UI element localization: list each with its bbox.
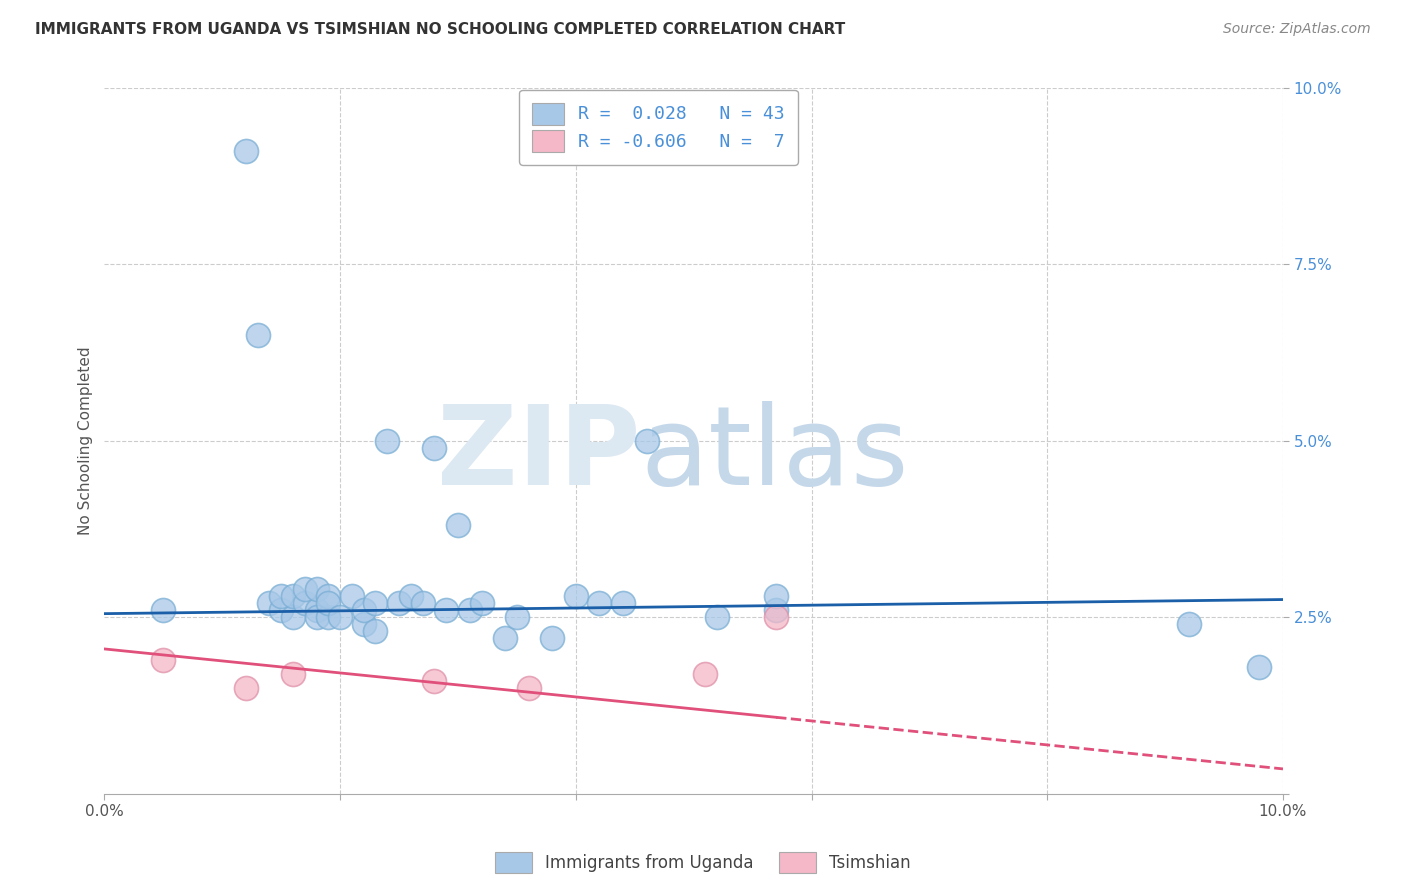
Point xyxy=(412,596,434,610)
Point xyxy=(305,603,328,617)
Text: Source: ZipAtlas.com: Source: ZipAtlas.com xyxy=(1223,22,1371,37)
Point xyxy=(423,441,446,455)
Point xyxy=(494,632,516,646)
Point xyxy=(388,596,411,610)
Point xyxy=(318,589,340,603)
Point xyxy=(364,596,387,610)
Point xyxy=(305,610,328,624)
Point xyxy=(281,666,304,681)
Point xyxy=(318,596,340,610)
Point xyxy=(434,603,457,617)
Point xyxy=(353,603,375,617)
Point xyxy=(270,603,292,617)
Text: ZIP: ZIP xyxy=(437,401,641,508)
Point xyxy=(636,434,658,448)
Point xyxy=(706,610,728,624)
Point xyxy=(447,518,470,533)
Text: IMMIGRANTS FROM UGANDA VS TSIMSHIAN NO SCHOOLING COMPLETED CORRELATION CHART: IMMIGRANTS FROM UGANDA VS TSIMSHIAN NO S… xyxy=(35,22,845,37)
Point xyxy=(152,652,174,666)
Point xyxy=(517,681,540,695)
Point xyxy=(765,610,787,624)
Point xyxy=(294,582,316,596)
Point xyxy=(695,666,717,681)
Point xyxy=(458,603,481,617)
Point xyxy=(364,624,387,639)
Point xyxy=(294,596,316,610)
Point xyxy=(1249,659,1271,673)
Point xyxy=(375,434,398,448)
Point xyxy=(588,596,610,610)
Point xyxy=(305,582,328,596)
Point xyxy=(235,681,257,695)
Point xyxy=(270,589,292,603)
Point xyxy=(612,596,634,610)
Point xyxy=(281,589,304,603)
Point xyxy=(470,596,492,610)
Point xyxy=(246,327,269,342)
Point xyxy=(565,589,588,603)
Point xyxy=(399,589,422,603)
Legend: Immigrants from Uganda, Tsimshian: Immigrants from Uganda, Tsimshian xyxy=(489,846,917,880)
Point xyxy=(765,603,787,617)
Point xyxy=(541,632,564,646)
Point xyxy=(506,610,529,624)
Point xyxy=(329,610,352,624)
Point xyxy=(235,145,257,159)
Point xyxy=(340,589,363,603)
Point xyxy=(318,610,340,624)
Text: atlas: atlas xyxy=(641,401,910,508)
Point xyxy=(259,596,281,610)
Point xyxy=(152,603,174,617)
Legend: R =  0.028   N = 43, R = -0.606   N =  7: R = 0.028 N = 43, R = -0.606 N = 7 xyxy=(519,90,797,165)
Point xyxy=(765,589,787,603)
Y-axis label: No Schooling Completed: No Schooling Completed xyxy=(79,346,93,535)
Point xyxy=(1177,617,1199,632)
Point xyxy=(353,617,375,632)
Point xyxy=(423,673,446,688)
Point xyxy=(281,610,304,624)
